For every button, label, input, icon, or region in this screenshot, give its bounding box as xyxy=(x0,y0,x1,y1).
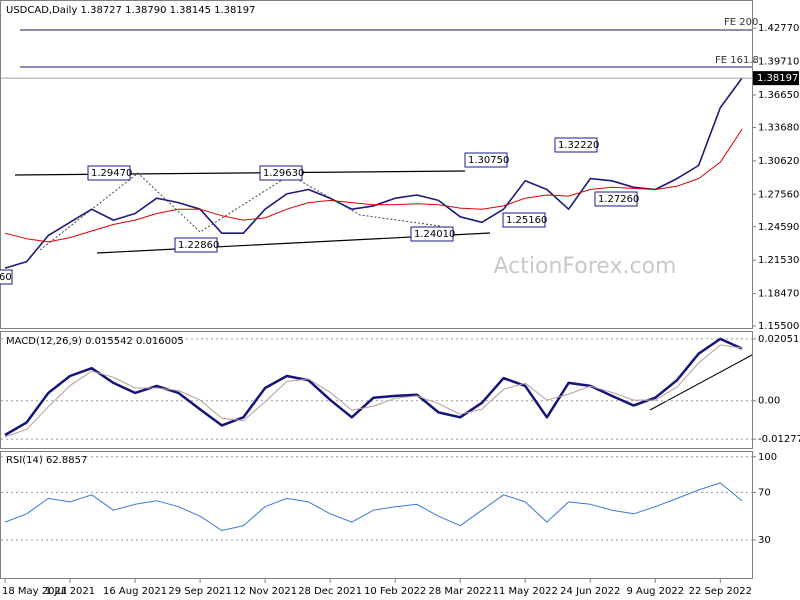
x-tick-label: 1 Jul 2021 xyxy=(45,586,95,597)
annotation: 1.24010 xyxy=(414,229,455,240)
last-price-label: 1.38197 xyxy=(757,73,798,84)
annotation-box xyxy=(259,165,303,181)
macd-panel xyxy=(0,331,753,449)
annotation: 60 xyxy=(0,272,12,283)
annotation: 1.29630 xyxy=(263,168,304,179)
annotation: 1.22860 xyxy=(178,240,219,251)
rsi-title: RSI(14) 62.8857 xyxy=(6,455,87,466)
annotation-box xyxy=(0,269,13,285)
series-line xyxy=(4,77,743,269)
y-tick-label: 30 xyxy=(758,535,771,546)
annotation: 1.25160 xyxy=(506,215,547,226)
annotation-box xyxy=(554,137,598,153)
annotation: 1.29470 xyxy=(91,168,132,179)
y-tick-label: 1.42770 xyxy=(758,23,799,34)
price-panel xyxy=(0,0,753,329)
x-tick-label: 28 Mar 2022 xyxy=(429,586,492,597)
series-line xyxy=(4,129,743,243)
annotation: 1.27260 xyxy=(598,194,639,205)
x-tick-label: 9 Aug 2022 xyxy=(626,586,684,597)
annotation-box xyxy=(594,191,638,207)
y-tick-label: 1.33680 xyxy=(758,122,799,133)
y-tick-label: 1.15500 xyxy=(758,321,799,332)
rsi-panel xyxy=(0,451,753,579)
annotation-box xyxy=(174,237,218,253)
annotation-box xyxy=(502,212,546,228)
x-tick-label: 18 May 2021 xyxy=(2,586,67,597)
y-tick-label: 1.36650 xyxy=(758,90,799,101)
y-tick-label: 0.00 xyxy=(758,396,780,407)
y-tick-label: 1.27560 xyxy=(758,189,799,200)
x-tick-label: 24 Jun 2022 xyxy=(560,586,620,597)
y-tick-label: 1.18470 xyxy=(758,289,799,300)
annotation: 1.32220 xyxy=(558,140,599,151)
x-tick-label: 29 Sep 2021 xyxy=(168,586,231,597)
annotation: FE 161.8 xyxy=(715,55,759,66)
x-tick-label: 10 Feb 2022 xyxy=(364,586,426,597)
series-line xyxy=(4,482,743,531)
y-tick-label: 0.020518 xyxy=(758,334,800,345)
series-line xyxy=(4,337,743,437)
y-tick-label: 1.39710 xyxy=(758,57,799,68)
y-tick-label: 1.24590 xyxy=(758,222,799,233)
y-tick-label: 100 xyxy=(758,452,777,463)
y-tick-label: 1.30620 xyxy=(758,156,799,167)
annotation: 1.30750 xyxy=(468,155,509,166)
last-price-box xyxy=(753,71,799,86)
series-line xyxy=(4,344,743,438)
x-tick-label: 11 May 2022 xyxy=(493,586,558,597)
annotation-box xyxy=(410,226,454,242)
x-tick-label: 22 Sep 2022 xyxy=(689,586,752,597)
x-tick-label: 16 Aug 2021 xyxy=(103,586,167,597)
x-tick-label: 12 Nov 2021 xyxy=(233,586,297,597)
chart-title: USDCAD,Daily 1.38727 1.38790 1.38145 1.3… xyxy=(6,5,256,16)
watermark: ActionForex.com xyxy=(494,254,677,279)
macd-title: MACD(12,26,9) 0.015542 0.016005 xyxy=(6,336,184,347)
annotation-box xyxy=(464,152,508,168)
y-tick-label: 1.21530 xyxy=(758,255,799,266)
annotation-box xyxy=(87,165,131,181)
annotation: FE 200 xyxy=(724,17,758,28)
x-tick-label: 28 Dec 2021 xyxy=(298,586,362,597)
y-tick-label: 70 xyxy=(758,487,771,498)
